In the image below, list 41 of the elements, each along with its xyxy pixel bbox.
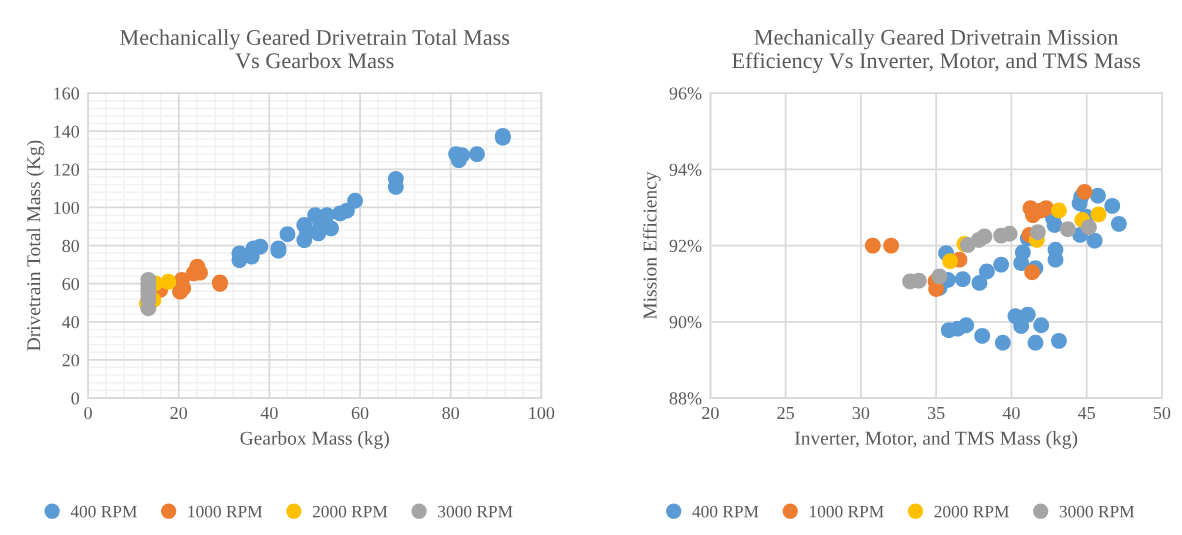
chart-title: Mechanically Geared Drivetrain Total Mass Vs Gearbox Mass [120,29,510,69]
x-tick-label: 35 [927,406,945,420]
x-tick-label: 45 [1077,407,1095,420]
legend-label: 400 RPM [692,505,759,518]
legend-label: 1000 RPM [188,505,263,518]
x-axis-title: Inverter, Motor, and TMS Mass (kg) [794,431,1078,449]
y-tick-label: 20 [62,354,80,367]
y-tick-label: 100 [54,201,80,214]
y-tick-label: 90% [669,316,702,329]
chart-title: Mechanically Geared Drivetrain Mission Efficiency Vs Inverter, Motor, and TMS Mass [732,29,1140,73]
x-tick-label: 100 [529,406,555,420]
y-tick-label: 40 [62,316,80,329]
legend-label: 3000 RPM [1059,505,1135,518]
y-tick-label: 94% [669,163,702,176]
y-tick-label: 88% [669,392,702,405]
y-tick-label: 120 [54,163,80,176]
x-tick-label: 25 [777,406,794,420]
x-axis-title: Gearbox Mass (kg) [240,431,389,449]
x-tick-label: 20 [170,406,188,420]
x-tick-label: 30 [852,406,870,420]
x-tick-label: 0 [84,406,92,420]
x-tick-label: 60 [351,406,369,420]
x-tick-label: 50 [1153,406,1171,420]
legend-label: 2000 RPM [934,505,1009,518]
y-tick-label: 96% [669,87,702,100]
y-axis-title: Mission Efficiency [642,171,661,320]
y-tick-label: 80 [62,239,80,253]
y-tick-label: 92% [669,239,702,253]
legend-label: 1000 RPM [810,505,884,518]
y-tick-label: 140 [54,125,80,138]
x-tick-label: 80 [442,406,460,420]
y-axis-title: Drivetrain Total Mass (Kg) [26,140,45,351]
legend-label: 2000 RPM [312,505,388,518]
y-tick-label: 0 [71,392,80,405]
y-tick-label: 60 [62,277,80,291]
x-tick-label: 20 [702,406,719,420]
y-tick-label: 160 [54,87,80,100]
x-tick-label: 40 [1002,406,1020,420]
legend-label: 3000 RPM [438,505,513,518]
legend-label: 400 RPM [70,505,137,518]
x-tick-label: 40 [260,406,278,420]
